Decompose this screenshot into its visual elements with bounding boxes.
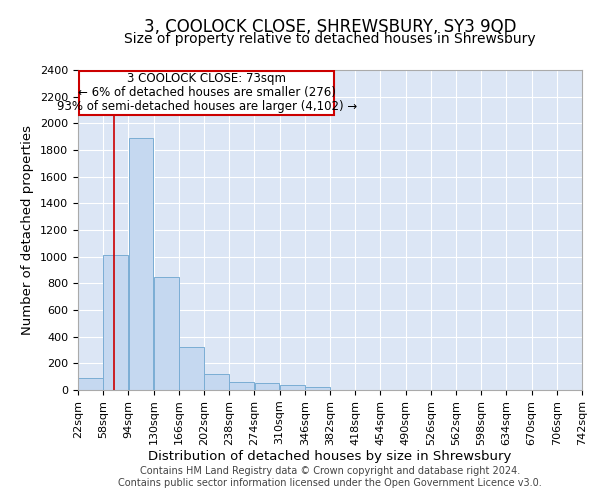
Bar [103, 256, 128, 390]
Bar [204, 374, 229, 390]
Text: 93% of semi-detached houses are larger (4,102) →: 93% of semi-detached houses are larger (… [56, 100, 357, 113]
Text: Size of property relative to detached houses in Shrewsbury: Size of property relative to detached ho… [124, 32, 536, 46]
Text: 3 COOLOCK CLOSE: 73sqm: 3 COOLOCK CLOSE: 73sqm [127, 72, 286, 85]
Bar [305, 386, 330, 390]
Bar [78, 378, 103, 390]
Bar [179, 348, 204, 390]
Bar [229, 382, 254, 390]
Y-axis label: Number of detached properties: Number of detached properties [22, 125, 34, 335]
Bar [154, 276, 179, 390]
Bar [280, 386, 305, 390]
Text: 3, COOLOCK CLOSE, SHREWSBURY, SY3 9QD: 3, COOLOCK CLOSE, SHREWSBURY, SY3 9QD [144, 18, 516, 36]
Text: ← 6% of detached houses are smaller (276): ← 6% of detached houses are smaller (276… [78, 86, 336, 99]
X-axis label: Distribution of detached houses by size in Shrewsbury: Distribution of detached houses by size … [148, 450, 512, 464]
Bar [128, 138, 154, 390]
Bar [79, 70, 334, 116]
Bar [254, 384, 280, 390]
Text: Contains HM Land Registry data © Crown copyright and database right 2024.
Contai: Contains HM Land Registry data © Crown c… [118, 466, 542, 487]
